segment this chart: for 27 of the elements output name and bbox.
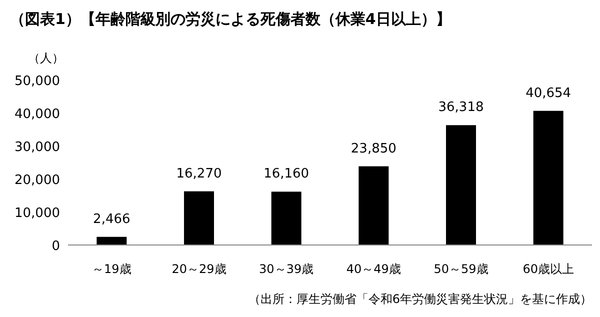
data-label: 2,466 [93, 212, 130, 227]
y-tick-label: 30,000 [14, 140, 60, 155]
x-tick-label: 50～59歳 [434, 262, 488, 276]
y-tick-label: 50,000 [14, 74, 60, 89]
y-tick-label: 40,000 [14, 107, 60, 122]
y-tick-label: 20,000 [14, 173, 60, 188]
y-axis-title: （人） [28, 51, 64, 65]
chart-title: （図表1）【年齢階級別の労災による死傷者数（休業4日以上）】 [10, 10, 451, 28]
data-label: 16,270 [176, 166, 222, 182]
bar [184, 191, 214, 245]
bar [271, 192, 302, 245]
data-label: 40,654 [526, 86, 572, 101]
bar [446, 125, 476, 245]
x-tick-label: 20～29歳 [172, 262, 226, 276]
text: （出所：厚生労働省「令和6年労働災害発生状況」を基に作成） [248, 292, 592, 306]
data-label: 16,160 [264, 166, 310, 182]
x-tick-label: 40～49歳 [346, 262, 401, 276]
y-tick-label: 10,000 [14, 206, 60, 221]
x-tick-label: 60歳以上 [522, 262, 574, 276]
x-tick-label: 30～39歳 [259, 262, 314, 276]
bar [533, 110, 564, 245]
data-label: 36,318 [438, 100, 484, 116]
data-label: 23,850 [350, 141, 396, 156]
x-tick-label: ～19歳 [92, 262, 132, 276]
bar [96, 236, 127, 245]
y-tick-label: 0 [52, 239, 60, 254]
bar [358, 166, 389, 245]
